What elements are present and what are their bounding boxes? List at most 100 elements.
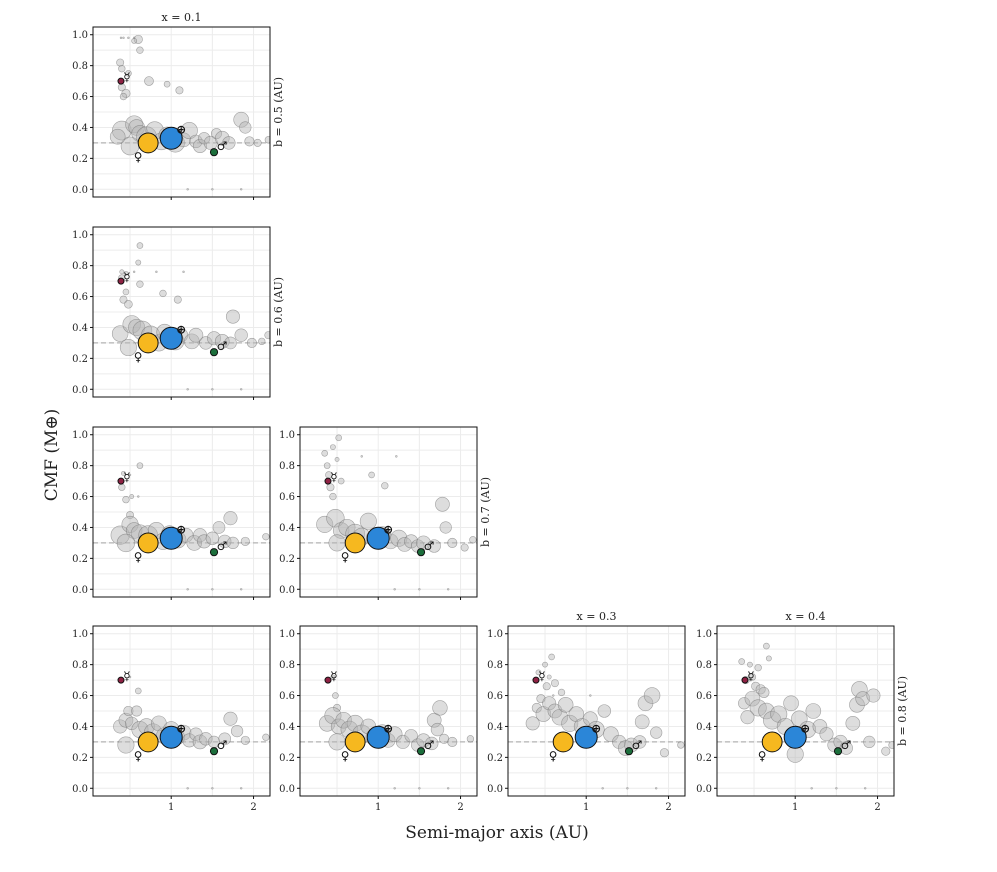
venus-point — [137, 132, 159, 154]
y-tick-label: 0.0 — [279, 784, 295, 795]
y-tick-label: 0.4 — [279, 722, 295, 733]
sim-planet-point — [127, 36, 130, 40]
sim-planet-point — [360, 455, 363, 458]
sim-planet-point — [446, 588, 450, 591]
sim-planet-point — [425, 736, 439, 751]
x-tick-label: 1 — [792, 802, 798, 813]
earth-symbol: ⊕ — [176, 322, 186, 336]
sim-planet-point — [246, 337, 257, 348]
sim-planet-point — [132, 270, 136, 274]
sim-planet-point — [404, 534, 419, 549]
x-tick-label: 1 — [375, 802, 381, 813]
sim-planet-point — [359, 512, 377, 530]
y-axis-title: CMF (M⊕) — [42, 409, 62, 502]
y-tick-label: 0.6 — [279, 691, 295, 702]
sim-planet-point — [116, 58, 125, 67]
mars-symbol: ♂ — [632, 738, 643, 752]
sim-planet-point — [381, 482, 389, 490]
y-tick-label: 0.2 — [72, 753, 88, 764]
sim-planet-point — [197, 534, 212, 549]
sim-planet-point — [186, 787, 189, 790]
mars-point — [833, 747, 843, 756]
sim-planet-point — [128, 318, 146, 336]
mercury-point — [324, 676, 332, 684]
mars-point — [416, 747, 426, 756]
sim-planet-point — [418, 787, 421, 790]
mercury-symbol: ☿ — [330, 470, 337, 484]
sim-planet-point — [128, 473, 132, 477]
y-tick-label: 0.4 — [696, 722, 712, 733]
sim-planet-point — [677, 741, 685, 749]
sim-planet-point — [763, 642, 770, 650]
sim-planet-point — [335, 712, 352, 729]
sim-planet-point — [328, 733, 346, 751]
sim-planet-point — [234, 328, 248, 342]
sim-planet-point — [634, 714, 650, 730]
mercury-point — [117, 676, 125, 684]
sim-planet-point — [888, 741, 894, 749]
earth-point — [159, 126, 183, 150]
sim-planet-point — [557, 697, 574, 713]
sim-planet-point — [239, 188, 243, 191]
venus-symbol: ♀ — [134, 350, 143, 364]
sim-planet-point — [323, 462, 331, 469]
sim-planet-point — [568, 706, 585, 722]
venus-point — [137, 731, 159, 753]
y-tick-label: 0.6 — [72, 292, 88, 303]
earth-symbol: ⊕ — [383, 721, 393, 735]
sim-planet-point — [133, 34, 143, 44]
sim-planet-point — [531, 702, 542, 713]
earth-symbol: ⊕ — [800, 721, 810, 735]
sim-planet-point — [330, 674, 336, 680]
panel-x0.2-b0.8: ☿ ♀ ⊕ ♂ 0.0 0.2 0.4 0.6 0.8 1.0 1 2 — [279, 625, 478, 813]
y-tick-label: 0.0 — [487, 784, 503, 795]
y-tick-label: 0.6 — [72, 92, 88, 103]
sim-planet-point — [525, 716, 540, 731]
sim-planet-point — [207, 331, 222, 346]
sim-planet-point — [119, 269, 125, 275]
sim-planet-point — [222, 136, 236, 150]
sim-planet-point — [805, 703, 822, 719]
sim-planet-point — [199, 336, 213, 350]
sim-planet-point — [546, 674, 552, 680]
mars-point — [209, 348, 219, 357]
venus-point — [344, 731, 366, 753]
sim-planet-point — [186, 588, 189, 591]
sim-planet-point — [123, 270, 129, 276]
earth-symbol: ⊕ — [176, 721, 186, 735]
sim-planet-point — [542, 682, 551, 691]
sim-planet-point — [109, 128, 126, 145]
mars-symbol: ♂ — [217, 738, 228, 752]
mars-symbol: ♂ — [841, 738, 852, 752]
sim-planet-point — [881, 746, 891, 756]
sim-planet-point — [223, 711, 238, 726]
row-label: b = 0.7 (AU) — [479, 477, 492, 547]
sim-planet-point — [159, 289, 167, 298]
sim-planet-point — [212, 521, 226, 534]
y-tick-label: 0.0 — [279, 585, 295, 596]
sim-planet-point — [835, 787, 838, 790]
sim-planet-point — [210, 128, 222, 140]
sim-points — [738, 642, 894, 790]
sim-planet-point — [561, 714, 579, 732]
y-tick-label: 0.0 — [72, 585, 88, 596]
mars-point — [416, 548, 426, 557]
sim-planet-point — [643, 687, 661, 704]
sim-planet-point — [211, 787, 214, 790]
sim-planet-point — [334, 457, 340, 462]
sim-planet-point — [430, 722, 445, 737]
sim-planet-point — [633, 735, 647, 749]
venus-symbol: ♀ — [134, 749, 143, 763]
earth-point — [574, 725, 598, 749]
mars-point — [209, 548, 219, 557]
earth-symbol: ⊕ — [176, 522, 186, 536]
sim-planet-point — [134, 687, 142, 695]
earth-symbol: ⊕ — [383, 522, 393, 536]
panel-x0.3-b0.8: ☿ ♀ ⊕ ♂ 0.0 0.2 0.4 0.6 0.8 1.0 1 2 x = 0.3 — [487, 610, 686, 813]
y-tick-label: 0.6 — [487, 691, 503, 702]
y-tick-label: 0.8 — [72, 461, 88, 472]
sim-planet-point — [326, 483, 335, 492]
y-tick-label: 0.8 — [696, 660, 712, 671]
sim-planet-point — [262, 533, 270, 541]
sim-planet-point — [186, 388, 189, 391]
